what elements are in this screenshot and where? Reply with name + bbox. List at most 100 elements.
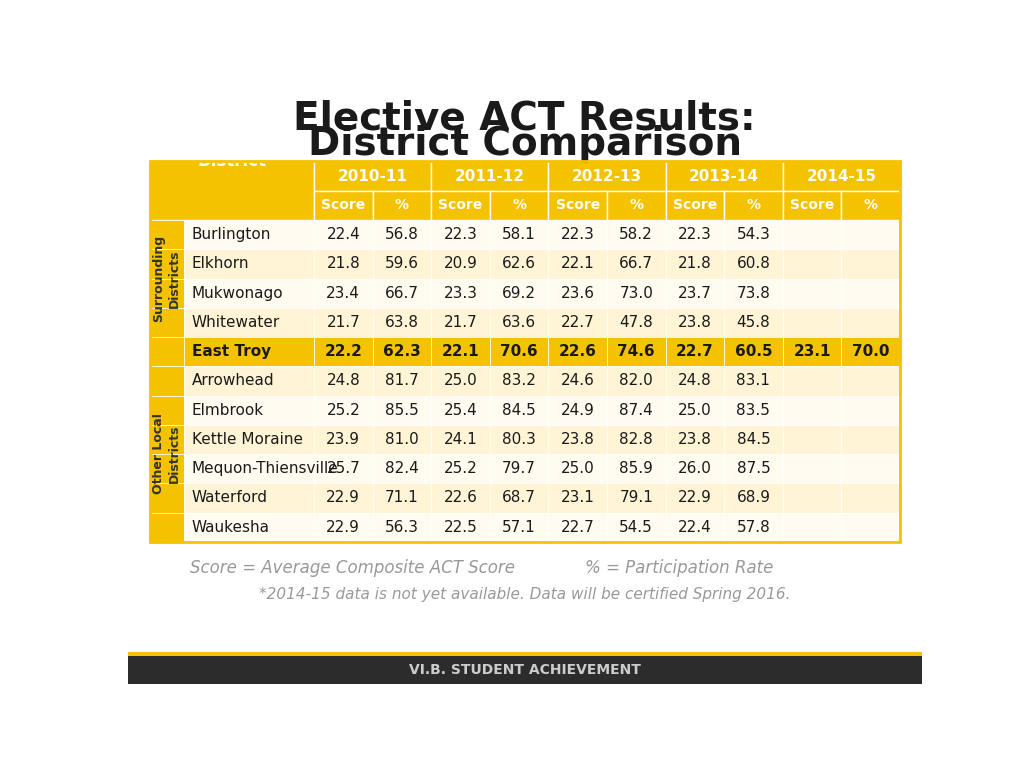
Text: 81.0: 81.0 [385, 432, 419, 447]
Text: 21.7: 21.7 [443, 315, 477, 330]
Bar [782, 161, 900, 190]
Text: 23.4: 23.4 [327, 286, 360, 300]
Text: 2012-13: 2012-13 [571, 169, 642, 184]
Text: Whitewater: Whitewater [191, 315, 280, 330]
Text: 79.7: 79.7 [502, 462, 536, 476]
Text: 60.8: 60.8 [736, 257, 770, 271]
Text: 23.1: 23.1 [561, 491, 595, 505]
Bar [607, 396, 666, 425]
Bar [431, 425, 489, 454]
Text: 22.3: 22.3 [678, 227, 712, 242]
Bar [183, 220, 314, 250]
Text: 81.7: 81.7 [385, 373, 419, 389]
Text: 54.3: 54.3 [736, 227, 770, 242]
Bar [607, 454, 666, 483]
Text: 24.8: 24.8 [678, 373, 712, 389]
Text: 22.6: 22.6 [559, 344, 597, 359]
Text: Elmbrook: Elmbrook [191, 402, 263, 418]
Text: %: % [512, 198, 526, 212]
Bar [842, 512, 900, 542]
Text: 45.8: 45.8 [736, 315, 770, 330]
Bar [607, 366, 666, 396]
Bar [431, 308, 489, 337]
Bar [724, 337, 782, 366]
Bar [842, 250, 900, 279]
Text: 26.0: 26.0 [678, 462, 712, 476]
Bar [431, 190, 489, 220]
Bar [183, 366, 314, 396]
Text: 23.7: 23.7 [678, 286, 712, 300]
Text: %: % [746, 198, 761, 212]
Text: 22.3: 22.3 [561, 227, 595, 242]
Text: Score = Average Composite ACT Score: Score = Average Composite ACT Score [190, 559, 515, 577]
Text: 2010-11: 2010-11 [338, 169, 408, 184]
Bar [183, 483, 314, 512]
Text: 71.1: 71.1 [385, 491, 419, 505]
Bar [724, 220, 782, 250]
Bar [373, 308, 431, 337]
Bar [373, 279, 431, 308]
Text: % = Participation Rate: % = Participation Rate [586, 559, 773, 577]
Bar [150, 454, 183, 483]
Text: 22.1: 22.1 [441, 344, 479, 359]
Bar [150, 220, 183, 250]
Bar [431, 512, 489, 542]
Text: 2013-14: 2013-14 [689, 169, 759, 184]
Bar [724, 190, 782, 220]
Text: Burlington: Burlington [191, 227, 271, 242]
Bar [607, 512, 666, 542]
Text: 47.8: 47.8 [620, 315, 653, 330]
Text: 85.5: 85.5 [385, 402, 419, 418]
Text: 82.8: 82.8 [620, 432, 653, 447]
Bar [549, 512, 607, 542]
Bar [782, 190, 842, 220]
Text: Mukwonago: Mukwonago [191, 286, 284, 300]
Bar [549, 483, 607, 512]
Text: 22.2: 22.2 [325, 344, 362, 359]
Bar [128, 652, 922, 656]
Text: District Comparison: District Comparison [308, 125, 741, 164]
Bar [489, 396, 549, 425]
Text: 25.4: 25.4 [443, 402, 477, 418]
Bar [128, 656, 922, 684]
Text: 21.7: 21.7 [327, 315, 360, 330]
Bar [489, 483, 549, 512]
Bar [314, 366, 373, 396]
Bar [431, 161, 549, 190]
Text: 22.7: 22.7 [561, 520, 595, 535]
Bar [489, 512, 549, 542]
Bar [150, 161, 900, 542]
Text: 24.1: 24.1 [443, 432, 477, 447]
Bar [842, 220, 900, 250]
Text: 22.4: 22.4 [678, 520, 712, 535]
Text: 2011-12: 2011-12 [455, 169, 524, 184]
Text: 25.2: 25.2 [443, 462, 477, 476]
Bar [666, 396, 724, 425]
Bar [314, 396, 373, 425]
Bar [314, 454, 373, 483]
Text: 82.0: 82.0 [620, 373, 653, 389]
Bar [150, 425, 183, 454]
Text: 24.9: 24.9 [561, 402, 595, 418]
Text: 22.9: 22.9 [678, 491, 712, 505]
Text: 20.9: 20.9 [443, 257, 477, 271]
Bar [549, 396, 607, 425]
Text: Score: Score [790, 198, 835, 212]
Bar [782, 396, 842, 425]
Text: Score: Score [673, 198, 717, 212]
Text: 58.1: 58.1 [502, 227, 536, 242]
Bar [607, 250, 666, 279]
Bar [373, 250, 431, 279]
Bar [489, 425, 549, 454]
Bar [549, 250, 607, 279]
Bar [373, 483, 431, 512]
Text: 23.1: 23.1 [794, 344, 830, 359]
Text: 22.9: 22.9 [327, 520, 360, 535]
Text: 73.8: 73.8 [736, 286, 770, 300]
Bar [373, 366, 431, 396]
Text: 21.8: 21.8 [678, 257, 712, 271]
Bar [431, 220, 489, 250]
Text: VI.B. STUDENT ACHIEVEMENT: VI.B. STUDENT ACHIEVEMENT [409, 663, 641, 677]
Text: Score: Score [322, 198, 366, 212]
Text: 60.5: 60.5 [734, 344, 772, 359]
